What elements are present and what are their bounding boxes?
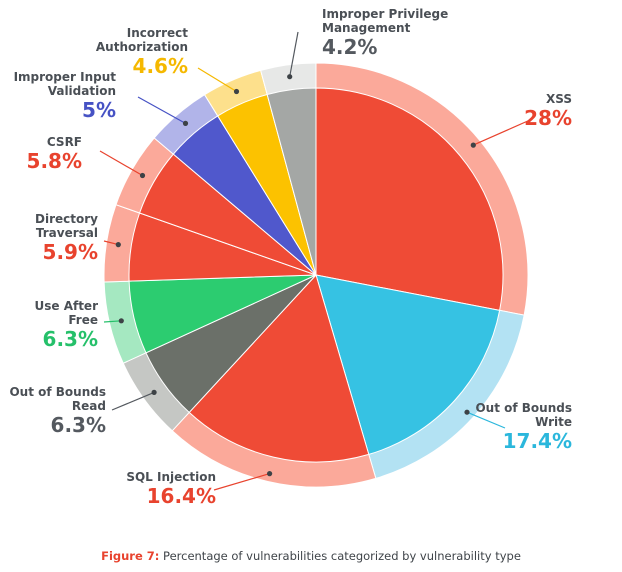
slice-xss — [315, 87, 504, 311]
slice-label-value-use-after-free: 6.3% — [43, 327, 98, 351]
slice-label-name-improper-privilege-management: Improper Privilege Management — [322, 7, 448, 35]
slice-label-value-out-of-bounds-read: 6.3% — [51, 413, 106, 437]
slice-label-value-xss: 28% — [524, 106, 572, 130]
caption-figure-number: Figure 7: — [101, 549, 160, 563]
leader-line-out-of-bounds-read — [111, 391, 155, 411]
slice-label-value-sql-injection: 16.4% — [147, 484, 216, 508]
leader-dot-out-of-bounds-read — [151, 389, 157, 395]
leader-line-csrf — [99, 150, 143, 177]
slice-sql-injection — [188, 274, 370, 463]
leader-line-improper-privilege-management — [289, 31, 299, 77]
leader-dot-csrf — [139, 172, 146, 179]
figure-caption: Figure 7: Percentage of vulnerabilities … — [0, 549, 622, 563]
leader-line-improper-input-validation — [137, 96, 186, 124]
slice-label-value-out-of-bounds-write: 17.4% — [503, 429, 572, 453]
leader-line-sql-injection — [213, 473, 270, 491]
slice-improper-privilege-management — [266, 87, 317, 276]
leader-dot-improper-input-validation — [182, 120, 189, 126]
leader-line-out-of-bounds-write — [466, 411, 506, 429]
leader-dot-incorrect-authorization — [233, 88, 240, 95]
leader-line-xss — [473, 119, 531, 146]
slice-label-name-out-of-bounds-write: Out of Bounds Write — [475, 401, 572, 429]
leader-dot-directory-traversal — [115, 242, 121, 248]
slice-label-name-xss: XSS — [546, 92, 572, 106]
pie-slices — [128, 87, 504, 463]
leader-dot-out-of-bounds-write — [464, 409, 470, 415]
slice-out-of-bounds-write — [315, 274, 501, 456]
leader-dot-xss — [470, 142, 476, 148]
leader-line-incorrect-authorization — [197, 67, 237, 93]
slice-label-name-incorrect-authorization: Incorrect Authorization — [96, 26, 188, 54]
slice-label-name-out-of-bounds-read: Out of Bounds Read — [9, 385, 106, 413]
leader-dot-sql-injection — [267, 471, 273, 477]
slice-label-value-improper-input-validation: 5% — [82, 98, 116, 122]
caption-text: Percentage of vulnerabilities categorize… — [159, 549, 521, 563]
slice-label-value-directory-traversal: 5.9% — [43, 240, 98, 264]
slice-label-name-use-after-free: Use After Free — [34, 299, 98, 327]
leader-lines — [99, 31, 531, 491]
slice-label-name-directory-traversal: Directory Traversal — [35, 212, 98, 240]
slice-label-value-improper-privilege-management: 4.2% — [322, 35, 377, 59]
leader-line-use-after-free — [103, 320, 122, 323]
leader-dot-improper-privilege-management — [287, 74, 293, 80]
slice-label-name-sql-injection: SQL Injection — [126, 470, 216, 484]
slice-label-value-csrf: 5.8% — [27, 149, 82, 173]
slice-label-value-incorrect-authorization: 4.6% — [133, 54, 188, 78]
slice-label-name-csrf: CSRF — [47, 135, 82, 149]
slice-label-name-improper-input-validation: Improper Input Validation — [14, 70, 117, 98]
leader-dot-use-after-free — [118, 318, 124, 324]
